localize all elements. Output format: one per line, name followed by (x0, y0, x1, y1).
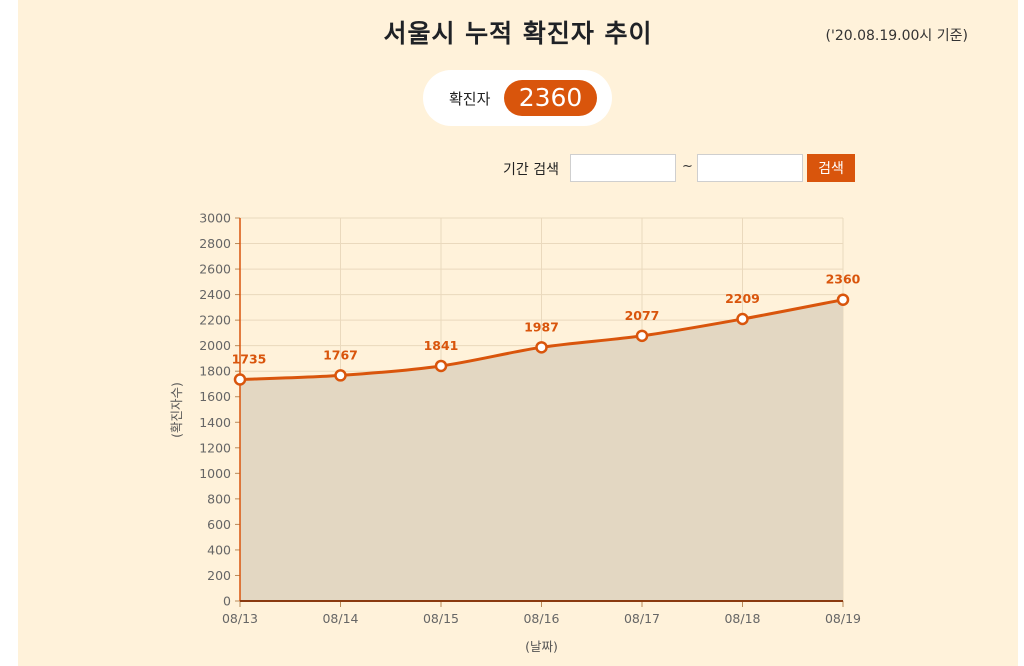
chart-points (233, 293, 850, 386)
y-axis-title: (확진자수) (169, 382, 184, 438)
y-tick-label: 2800 (199, 236, 231, 251)
y-tick-label: 1600 (199, 389, 231, 404)
y-tick-label: 2400 (199, 287, 231, 302)
date-range-separator: ~ (682, 159, 693, 174)
data-label: 1987 (524, 319, 559, 334)
data-point (434, 359, 448, 373)
x-tick-label: 08/19 (825, 611, 861, 626)
y-tick-label: 400 (207, 542, 231, 557)
data-label: 1735 (232, 351, 267, 366)
data-point (836, 293, 850, 306)
x-tick-label: 08/15 (423, 611, 459, 626)
y-tick-label: 2600 (199, 262, 231, 277)
data-label: 2209 (725, 291, 760, 306)
data-point (535, 341, 548, 354)
total-cases-badge: 확진자 2360 (423, 70, 612, 126)
y-tick-label: 3000 (199, 211, 231, 226)
start-date-input[interactable] (570, 154, 676, 182)
x-tick-label: 08/17 (624, 611, 660, 626)
series-area-fill (240, 299, 843, 601)
data-label: 2360 (826, 272, 861, 287)
search-button[interactable]: 검색 (807, 154, 855, 182)
data-point (233, 373, 247, 386)
y-tick-label: 600 (207, 517, 231, 532)
chart-axes: 0 200 400 600 800 1000 1200 1400 1600 1800 2000 220… (199, 211, 861, 627)
total-cases-label: 확진자 (449, 90, 491, 108)
x-tick-label: 08/16 (523, 611, 559, 626)
y-tick-label: 200 (207, 568, 231, 583)
data-point (334, 369, 347, 382)
chart-area (240, 299, 843, 601)
data-label: 1767 (323, 347, 358, 362)
y-tick-label: 1000 (199, 466, 231, 481)
y-tick-label: 800 (207, 491, 231, 506)
page-title: 서울시 누적 확진자 추이 (383, 19, 653, 48)
x-tick-label: 08/14 (322, 611, 358, 626)
total-cases-value: 2360 (504, 80, 597, 116)
data-point (635, 329, 649, 343)
y-tick-label: 1200 (199, 440, 231, 455)
data-label: 1841 (424, 338, 459, 353)
end-date-input[interactable] (697, 154, 803, 182)
y-tick-label: 1400 (199, 415, 231, 430)
x-tick-label: 08/18 (724, 611, 760, 626)
chart-data-labels: 1735 1767 1841 1987 2077 2209 2360 (232, 272, 861, 367)
y-tick-label: 2200 (199, 313, 231, 328)
data-point (736, 312, 749, 326)
y-tick-label: 0 (223, 594, 231, 609)
x-axis-title: (날짜) (525, 639, 558, 654)
y-tick-label: 2000 (199, 338, 231, 353)
basis-date: ('20.08.19.00시 기준) (825, 28, 968, 44)
data-label: 2077 (625, 308, 660, 323)
x-tick-label: 08/13 (222, 611, 258, 626)
period-search-label: 기간 검색 (503, 162, 559, 178)
y-tick-label: 1800 (199, 364, 231, 379)
